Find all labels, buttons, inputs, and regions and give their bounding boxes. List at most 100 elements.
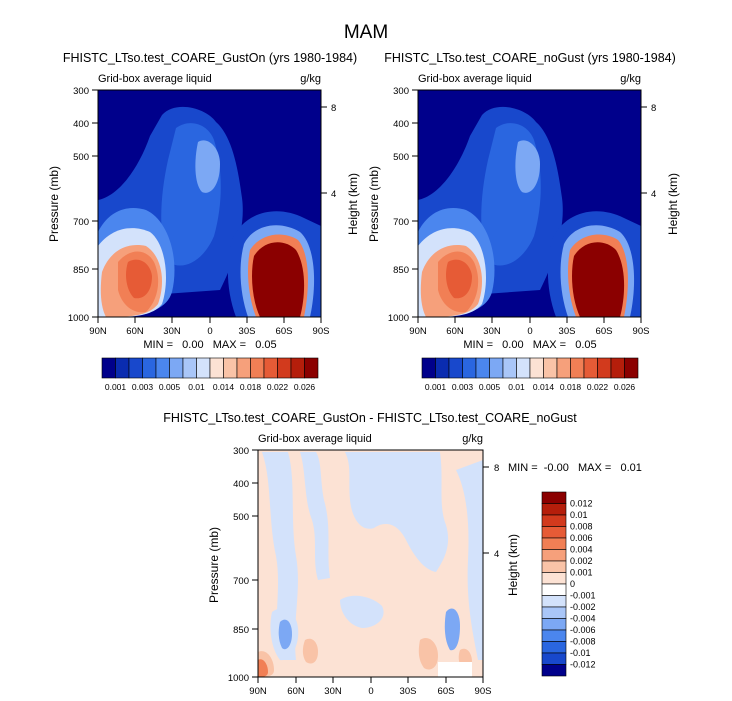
colorbar-label: 0.003 [132, 382, 154, 392]
colorbar-swatch [462, 357, 477, 379]
y-tick-label: 700 [73, 217, 89, 228]
y-tick-label: 1000 [228, 673, 249, 684]
colorbar-label: 0.018 [560, 382, 582, 392]
colorbar-swatch [263, 357, 278, 379]
colorbar-label: 0.022 [587, 382, 609, 392]
figure-title: MAM [344, 22, 388, 43]
colorbar-label: -0.01 [570, 648, 591, 658]
colorbar-swatch [223, 357, 238, 379]
contour-fill [418, 637, 438, 670]
panel-subtitle-left: Grid-box average liquid [98, 73, 212, 85]
colorbar-swatch [182, 357, 197, 379]
panel-no-gust: FHISTC_LTso.test_COARE_noGust (yrs 1980-… [367, 51, 680, 392]
contour-fill [572, 242, 625, 317]
panel-subtitle-left: Grid-box average liquid [418, 73, 532, 85]
colorbar-swatch [304, 357, 319, 379]
colorbar-swatch [624, 357, 639, 379]
x-tick-label: 30N [163, 326, 181, 337]
contour-fill [300, 452, 330, 580]
colorbar-swatch [115, 357, 130, 379]
colorbar-label: 0.003 [452, 382, 474, 392]
y-tick-label: 500 [73, 152, 89, 163]
contour-fill [258, 659, 268, 677]
contour-fill [195, 140, 220, 193]
y-right-tick-label: 4 [331, 189, 336, 200]
colorbar-swatch [541, 629, 567, 642]
contour-fill [262, 452, 298, 660]
y-axis-right: 8 4 [321, 103, 336, 200]
panel-title: FHISTC_LTso.test_COARE_GustOn - FHISTC_L… [163, 411, 577, 425]
colorbar-label: 0.012 [570, 499, 593, 509]
x-tick-label: 90S [475, 686, 492, 697]
panel-units: g/kg [300, 73, 321, 85]
colorbar-swatch [610, 357, 625, 379]
x-tick-label: 30S [400, 686, 417, 697]
contour-fill [444, 608, 460, 651]
colorbar-swatch [435, 357, 450, 379]
colorbar: 0.001 0.003 0.005 0.01 0.014 0.018 0.022 0.026 [101, 357, 319, 392]
y-tick-label: 300 [233, 446, 249, 457]
colorbar-swatch [209, 357, 224, 379]
contour-fill [438, 662, 472, 677]
colorbar-swatch [541, 560, 567, 573]
y-tick-label: 700 [393, 217, 409, 228]
colorbar-label: 0.004 [570, 545, 593, 555]
colorbar-swatch [169, 357, 184, 379]
y-right-tick-label: 4 [494, 549, 499, 560]
colorbar-swatch [277, 357, 292, 379]
colorbar-label: 0.001 [570, 568, 593, 578]
y-tick-label: 400 [73, 119, 89, 130]
panel-difference: FHISTC_LTso.test_COARE_GustOn - FHISTC_L… [163, 411, 642, 697]
y-axis-right: 8 4 [483, 463, 499, 560]
x-tick-label: 0 [368, 686, 373, 697]
x-axis: 90N 60N 30N 0 30S 60S 90S [409, 317, 649, 337]
colorbar-swatch [541, 652, 567, 665]
contour-fill [340, 595, 384, 628]
colorbar-label: -0.012 [570, 660, 596, 670]
colorbar-swatch [290, 357, 305, 379]
panel-subtitle-left: Grid-box average liquid [258, 433, 372, 445]
colorbar-swatch [556, 357, 571, 379]
x-axis: 90N 60N 30N 0 30S 60S 90S [89, 317, 329, 337]
colorbar-swatch [597, 357, 612, 379]
y-axis-title: Pressure (mb) [47, 166, 61, 242]
panel-title: FHISTC_LTso.test_COARE_noGust (yrs 1980-… [384, 51, 676, 65]
colorbar-swatch [421, 357, 436, 379]
colorbar-label: 0.002 [570, 556, 593, 566]
y-tick-label: 300 [73, 86, 89, 97]
y-right-axis-title: Height (km) [666, 173, 680, 235]
x-tick-label: 30N [483, 326, 501, 337]
contour-fill [456, 460, 483, 660]
y-right-axis-title: Height (km) [346, 173, 360, 235]
contour-fill [446, 259, 472, 299]
x-tick-label: 90N [409, 326, 427, 337]
colorbar-label: 0.014 [533, 382, 555, 392]
y-tick-label: 400 [233, 479, 249, 490]
colorbar-swatch [541, 549, 567, 562]
colorbar-label: 0.01 [508, 382, 525, 392]
colorbar-label: 0.01 [570, 510, 588, 520]
colorbar-label: 0.022 [267, 382, 289, 392]
panel-gust-on: FHISTC_LTso.test_COARE_GustOn (yrs 1980-… [47, 51, 360, 392]
panel-units: g/kg [620, 73, 641, 85]
colorbar-label: 0.014 [213, 382, 235, 392]
colorbar-label: 0.008 [570, 522, 593, 532]
contour-field [98, 90, 321, 317]
y-axis-right: 8 4 [641, 103, 656, 200]
y-right-tick-label: 4 [651, 189, 656, 200]
colorbar-swatch [541, 526, 567, 539]
colorbar-swatch [541, 514, 567, 527]
contour-fill [252, 242, 305, 317]
colorbar-swatch [489, 357, 504, 379]
x-tick-label: 90S [313, 326, 330, 337]
colorbar-swatch [541, 641, 567, 654]
colorbar-label: 0.001 [105, 382, 127, 392]
colorbar-label: 0 [570, 579, 575, 589]
contour-fill [345, 452, 449, 572]
contour-fill [515, 140, 540, 193]
x-tick-label: 60S [438, 686, 455, 697]
colorbar-label: 0.018 [240, 382, 262, 392]
y-right-tick-label: 8 [494, 463, 499, 474]
